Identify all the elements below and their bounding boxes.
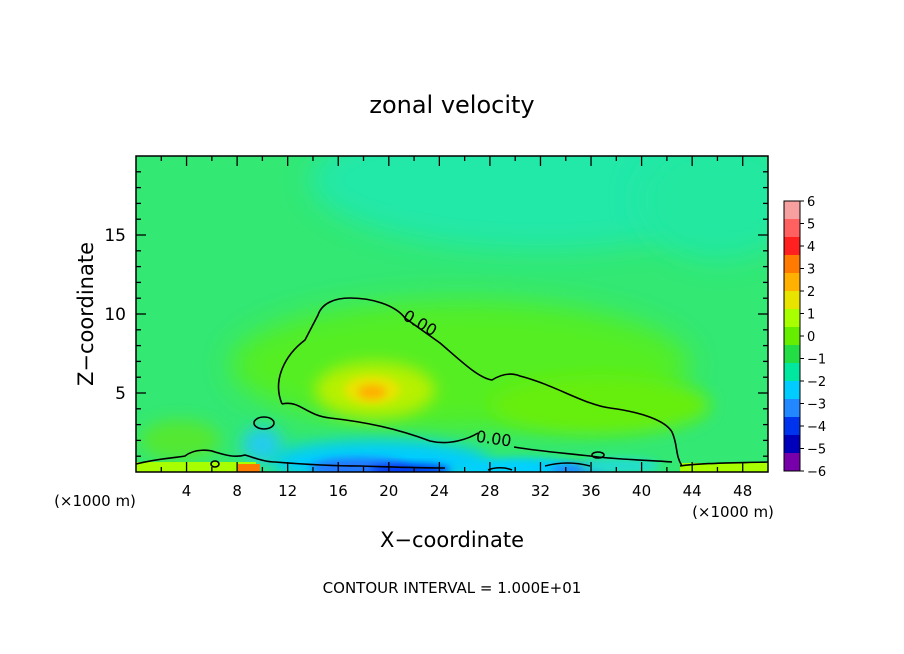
colorbar-swatch	[784, 255, 800, 274]
colorbar-label: −1	[807, 353, 826, 368]
colorbar-swatch	[784, 237, 800, 256]
x-tick-label: 4	[182, 482, 192, 500]
y-tick-label: 15	[104, 226, 126, 246]
y-tick-label: 10	[104, 305, 126, 325]
colorbar-swatch	[784, 309, 800, 328]
x-unit-left: (×1000 m)	[54, 492, 136, 510]
colorbar-labels: 6 5 4 3 2 1 0 −1 −2 −3 −4 −5 −6	[807, 195, 826, 480]
x-tick-label: 28	[480, 482, 499, 500]
x-tick-label: 8	[232, 482, 242, 500]
colorbar-swatch	[784, 399, 800, 418]
x-axis-label: X−coordinate	[380, 528, 524, 552]
contour-field	[136, 156, 768, 472]
colorbar-label: −4	[807, 420, 826, 435]
x-tick-label: 12	[278, 482, 297, 500]
x-tick-labels: 4 8 12 16 20 24 28 32 36 40 44 48	[182, 482, 752, 500]
colorbar-swatch	[784, 291, 800, 310]
x-tick-label: 16	[329, 482, 348, 500]
x-tick-label: 44	[683, 482, 702, 500]
x-unit-right: (×1000 m)	[692, 503, 774, 521]
colorbar-swatch	[784, 453, 800, 472]
contour-interval-note: CONTOUR INTERVAL = 1.000E+01	[323, 579, 582, 597]
x-tick-label: 24	[430, 482, 449, 500]
colorbar-swatch	[784, 327, 800, 346]
x-tick-label: 32	[531, 482, 550, 500]
colorbar-label: 0	[807, 330, 815, 345]
colorbar-label: 3	[807, 263, 815, 278]
colorbar-swatch	[784, 417, 800, 436]
colorbar-swatch	[784, 381, 800, 400]
colorbar-swatch	[784, 273, 800, 292]
y-axis-label: Z−coordinate	[74, 242, 98, 386]
colorbar-label: −5	[807, 443, 826, 458]
colorbar-label: 2	[807, 285, 815, 300]
x-tick-label: 40	[632, 482, 651, 500]
chart-title: zonal velocity	[369, 91, 534, 119]
colorbar-label: 6	[807, 195, 815, 210]
x-tick-label: 36	[581, 482, 600, 500]
contour-label-lower: 0.00	[475, 427, 513, 451]
y-tick-label: 5	[115, 384, 126, 404]
y-tick-labels: 5 10 15	[104, 226, 126, 404]
x-tick-label: 48	[733, 482, 752, 500]
colorbar-label: 4	[807, 240, 815, 255]
colorbar-swatch	[784, 435, 800, 454]
colorbar-label: −2	[807, 375, 826, 390]
colorbar-label: 1	[807, 308, 815, 323]
colorbar-label: 5	[807, 218, 815, 233]
x-tick-label: 20	[379, 482, 398, 500]
colorbar-swatch	[784, 201, 800, 220]
colorbar-swatch	[784, 345, 800, 364]
colorbar	[783, 200, 804, 472]
colorbar-swatch	[784, 363, 800, 382]
colorbar-label: −6	[807, 465, 826, 480]
axis-ticks	[136, 156, 768, 472]
colorbar-swatch	[784, 219, 800, 238]
colorbar-label: −3	[807, 398, 826, 413]
